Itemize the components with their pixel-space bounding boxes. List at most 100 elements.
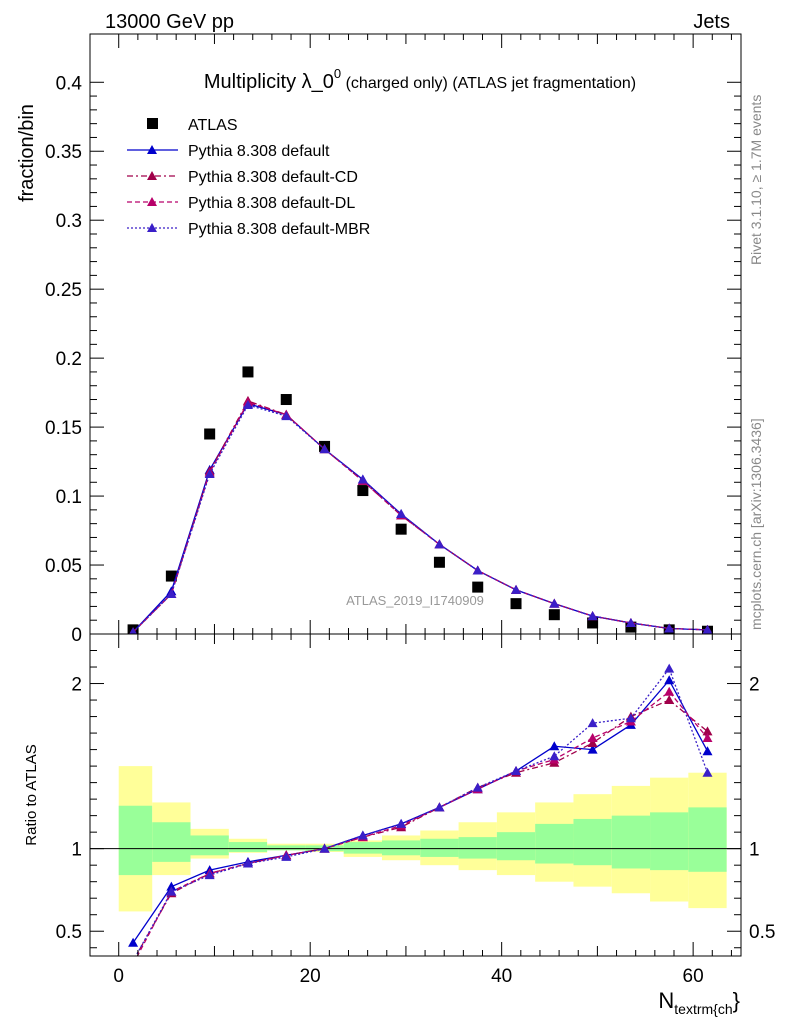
ratio-point-3 bbox=[281, 851, 292, 861]
x-axis-label-main: N bbox=[658, 988, 674, 1013]
ratio-point-2 bbox=[128, 959, 138, 968]
ratio-point-2 bbox=[702, 733, 713, 743]
stat-uncertainty-band bbox=[190, 835, 229, 856]
ratio-y-label: Ratio to ATLAS bbox=[23, 744, 40, 845]
stat-uncertainty-band bbox=[650, 812, 689, 871]
atlas-data-point bbox=[472, 581, 484, 593]
main-plot-area bbox=[127, 366, 713, 634]
ratio-point-3 bbox=[166, 886, 177, 896]
main-y-tick-label: 0.1 bbox=[56, 487, 82, 508]
ratio-point-3 bbox=[242, 858, 253, 868]
main-y-tick-label: 0 bbox=[71, 625, 82, 646]
atlas-data-point bbox=[510, 598, 522, 610]
stat-uncertainty-band bbox=[535, 823, 574, 864]
ratio-point-3 bbox=[702, 767, 713, 777]
ratio-point-2 bbox=[587, 733, 598, 743]
x-tick-label: 40 bbox=[491, 966, 512, 987]
stat-uncertainty-band bbox=[343, 842, 382, 854]
ratio-point-1 bbox=[664, 695, 675, 705]
x-axis-label-end: } bbox=[733, 988, 740, 1013]
series-point-4 bbox=[511, 584, 522, 594]
main-panel: 0 0.05 0.1 0.15 0.2 0.25 0.3 0.35 0.4 Multiplici… bbox=[16, 33, 742, 646]
x-tick-label: 20 bbox=[300, 966, 321, 987]
ratio-point-0 bbox=[128, 937, 139, 947]
ratio-point-1 bbox=[587, 737, 598, 747]
ratio-line-2 bbox=[136, 690, 708, 956]
atlas-data-point bbox=[204, 428, 216, 440]
series-point-4 bbox=[319, 444, 330, 454]
x-tick-label: 60 bbox=[683, 966, 704, 987]
mcplots-label: mcplots.cern.ch [arXiv:1306.3436] bbox=[748, 418, 764, 630]
main-title-text: Multiplicity λ_0 bbox=[204, 71, 334, 93]
atlas-data-point bbox=[395, 523, 407, 535]
watermark: ATLAS_2019_I1740909 bbox=[346, 593, 484, 608]
atlas-data-point bbox=[242, 366, 254, 378]
main-y-tick-label: 0.4 bbox=[56, 73, 83, 94]
stat-uncertainty-band bbox=[267, 845, 306, 851]
series-point-4 bbox=[166, 589, 177, 598]
atlas-data-point bbox=[587, 617, 599, 629]
main-y-label: fraction/bin bbox=[16, 104, 38, 202]
legend-label-1: Pythia 8.308 default bbox=[188, 143, 330, 160]
ratio-point-3 bbox=[625, 713, 636, 723]
ratio-point-3 bbox=[357, 830, 368, 840]
legend-marker-2 bbox=[147, 171, 157, 180]
stat-uncertainty-band bbox=[228, 842, 268, 852]
header-process: Jets bbox=[693, 11, 730, 33]
atlas-data-point bbox=[165, 570, 177, 582]
legend-label-3: Pythia 8.308 default-DL bbox=[188, 195, 355, 212]
atlas-data-point bbox=[357, 485, 369, 497]
series-point-4 bbox=[702, 624, 713, 634]
stat-uncertainty-band bbox=[152, 822, 191, 862]
legend-marker-4 bbox=[147, 223, 157, 232]
series-line-2 bbox=[132, 400, 708, 633]
ratio-point-3 bbox=[472, 782, 483, 792]
ratio-point-3 bbox=[319, 843, 330, 853]
series-point-4 bbox=[587, 611, 598, 621]
legend-label-0: ATLAS bbox=[188, 117, 238, 134]
ratio-point-2 bbox=[664, 686, 675, 696]
x-tick-label: 0 bbox=[113, 966, 124, 987]
ratio-point-3 bbox=[396, 818, 407, 828]
ratio-point-0 bbox=[702, 746, 713, 756]
series-point-4 bbox=[549, 598, 560, 608]
stat-uncertainty-band bbox=[688, 807, 727, 872]
atlas-data-point bbox=[280, 394, 292, 406]
ratio-y-tick-label: 1 bbox=[71, 840, 82, 861]
series-point-4 bbox=[357, 474, 368, 484]
stat-uncertainty-band bbox=[420, 838, 459, 857]
ratio-y-tick-label-right: 2 bbox=[749, 675, 760, 696]
series-point-4 bbox=[625, 617, 636, 627]
ratio-point-3 bbox=[587, 718, 598, 728]
ratio-frame bbox=[89, 633, 742, 957]
legend-label-4: Pythia 8.308 default-MBR bbox=[188, 221, 370, 238]
main-y-tick-label: 0.05 bbox=[45, 556, 82, 577]
stat-uncertainty-band bbox=[118, 805, 153, 876]
ratio-y-tick-label: 0.5 bbox=[56, 922, 82, 943]
legend-marker-3 bbox=[147, 197, 157, 206]
series-point-4 bbox=[204, 469, 215, 478]
main-series bbox=[127, 366, 713, 634]
ratio-y-tick-label-right: 0.5 bbox=[749, 922, 775, 943]
ratio-plot-area bbox=[90, 663, 741, 968]
series-point-4 bbox=[472, 565, 483, 575]
ratio-point-0 bbox=[664, 675, 675, 685]
header-energy: 13000 GeV pp bbox=[105, 11, 234, 33]
ratio-point-0 bbox=[549, 741, 560, 751]
ratio-point-3 bbox=[664, 663, 675, 673]
stat-uncertainty-band bbox=[573, 818, 612, 866]
x-axis-label: Ntextrm{ch} bbox=[658, 988, 740, 1017]
series-point-4 bbox=[281, 411, 292, 421]
stat-uncertainty-band bbox=[611, 815, 651, 869]
series-point-4 bbox=[396, 509, 407, 518]
ratio-point-3 bbox=[549, 751, 560, 761]
series-point-4 bbox=[434, 539, 445, 549]
atlas-data-point bbox=[548, 609, 560, 621]
main-axis-ticks: 0 0.05 0.1 0.15 0.2 0.25 0.3 0.35 0.4 bbox=[45, 34, 741, 646]
main-y-tick-label: 0.2 bbox=[56, 349, 82, 370]
legend-label-2: Pythia 8.308 default-CD bbox=[188, 169, 358, 186]
stat-uncertainty-band bbox=[496, 832, 536, 861]
main-y-tick-label: 0.15 bbox=[45, 418, 82, 439]
series-point-4 bbox=[664, 623, 675, 633]
